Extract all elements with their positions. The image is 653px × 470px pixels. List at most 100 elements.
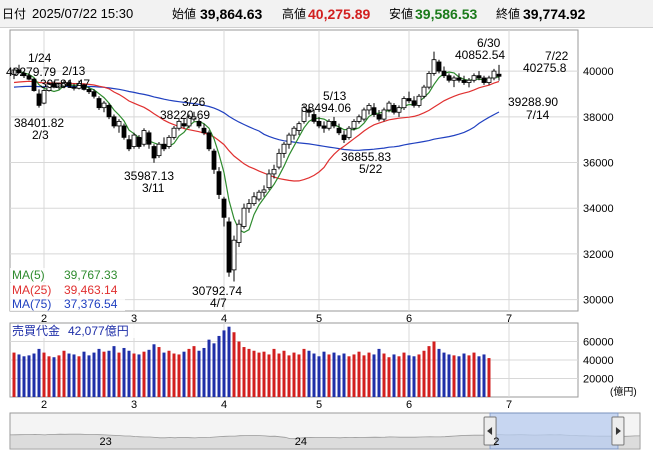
candle-body-up (266, 173, 272, 189)
annotation-date: 1/24 (28, 51, 52, 65)
volume-bar-up (267, 354, 271, 397)
volume-bar-up (242, 347, 246, 397)
annotation-value: 40275.8 (523, 61, 567, 75)
volume-bar-up (237, 341, 241, 397)
navigator-right-handle[interactable] (611, 416, 625, 446)
candle-body-up (421, 86, 427, 97)
candle-body-down (341, 134, 347, 141)
annotation-date: 7/22 (545, 49, 569, 63)
candle (416, 93, 422, 108)
volume-bar-down (212, 343, 216, 397)
candle-body-down (26, 75, 32, 80)
annotation-date: 6/30 (477, 36, 501, 50)
candle (471, 73, 477, 83)
volume-bar-up (257, 352, 261, 397)
candle (236, 219, 242, 248)
close-value: 39,774.92 (523, 6, 586, 22)
annotation-value: 39288.90 (508, 95, 558, 109)
candle-body-up (116, 120, 122, 127)
volume-bar-up (427, 346, 431, 397)
candle-body-up (491, 70, 497, 79)
candle-body-down (91, 91, 97, 97)
price-tick-label: 34000 (583, 203, 614, 215)
price-tick-label: 40000 (583, 66, 614, 78)
candle-body-down (331, 120, 337, 127)
candle-body-up (41, 90, 47, 104)
volume-bar-up (452, 355, 456, 397)
price-plot-frame (9, 29, 579, 312)
candle (161, 137, 167, 152)
candle-body-up (351, 120, 357, 129)
candle-body-down (196, 120, 202, 127)
candle (466, 77, 472, 88)
volume-title-value: 42,077億円 (68, 324, 129, 338)
volume-bar-up (402, 352, 406, 397)
candle (476, 71, 482, 81)
candle (21, 71, 27, 78)
navigator-year-label: 24 (295, 436, 307, 448)
candle (221, 196, 227, 227)
volume-month-tick-label: 6 (406, 399, 412, 411)
volume-bar-up (382, 353, 386, 397)
ma-legend-label: MA(25) (12, 283, 51, 297)
candle-body-up (271, 168, 277, 175)
candle-body-down (456, 77, 462, 81)
price-tick-label: 36000 (583, 158, 614, 170)
candle (386, 100, 392, 113)
candle (186, 114, 192, 129)
candle-body-up (451, 77, 457, 81)
candle-body-up (241, 207, 247, 227)
candle (331, 116, 337, 129)
annotation-value: 35987.13 (124, 169, 174, 183)
candle-body-up (236, 223, 242, 243)
volume-bar-down (127, 350, 131, 397)
navigator-year-label: 2 (493, 436, 499, 448)
annotation-date: 7/14 (526, 108, 550, 122)
low-label: 安値 (389, 7, 414, 21)
volume-bar-down (372, 354, 376, 397)
chevron-right-icon[interactable] (615, 427, 621, 435)
candle-body-down (481, 77, 487, 83)
candle-body-up (346, 127, 352, 138)
volume-bar-down (202, 347, 206, 397)
volume-month-tick-label: 2 (41, 399, 47, 411)
volume-bar-up (177, 354, 181, 397)
candle-body-down (201, 127, 207, 134)
candle-body-up (101, 102, 107, 109)
volume-bar-down (37, 348, 41, 397)
navigator-year-label: 23 (100, 436, 112, 448)
candle (66, 80, 72, 88)
ma-legend-item: MA(25) 39,463.14 (10, 283, 125, 297)
candle (336, 123, 342, 136)
volume-bar-down (222, 330, 226, 397)
chevron-left-icon[interactable] (487, 427, 493, 435)
candle-body-up (61, 82, 67, 87)
candle-body-down (221, 198, 227, 218)
navigator-selection[interactable] (489, 412, 619, 450)
month-tick-label: 3 (131, 313, 137, 325)
range-navigator[interactable]: 23 24 2 (9, 412, 641, 450)
volume-bar-up (282, 350, 286, 397)
candle (16, 64, 22, 74)
candle (306, 105, 312, 117)
navigator-left-handle[interactable] (483, 416, 497, 446)
candle (31, 77, 37, 92)
candle (231, 235, 237, 282)
close-label: 終値 (496, 7, 521, 21)
candle (326, 119, 332, 131)
candle-body-up (156, 143, 162, 157)
candle (211, 148, 217, 174)
candle-body-up (486, 77, 492, 83)
volume-bar-down (27, 355, 31, 397)
volume-bar-up (42, 352, 46, 397)
volume-bar-down (152, 344, 156, 397)
volume-tick-label: 60000 (583, 337, 614, 349)
candle-body-up (191, 116, 197, 120)
annotation-date: 5/13 (323, 89, 347, 103)
